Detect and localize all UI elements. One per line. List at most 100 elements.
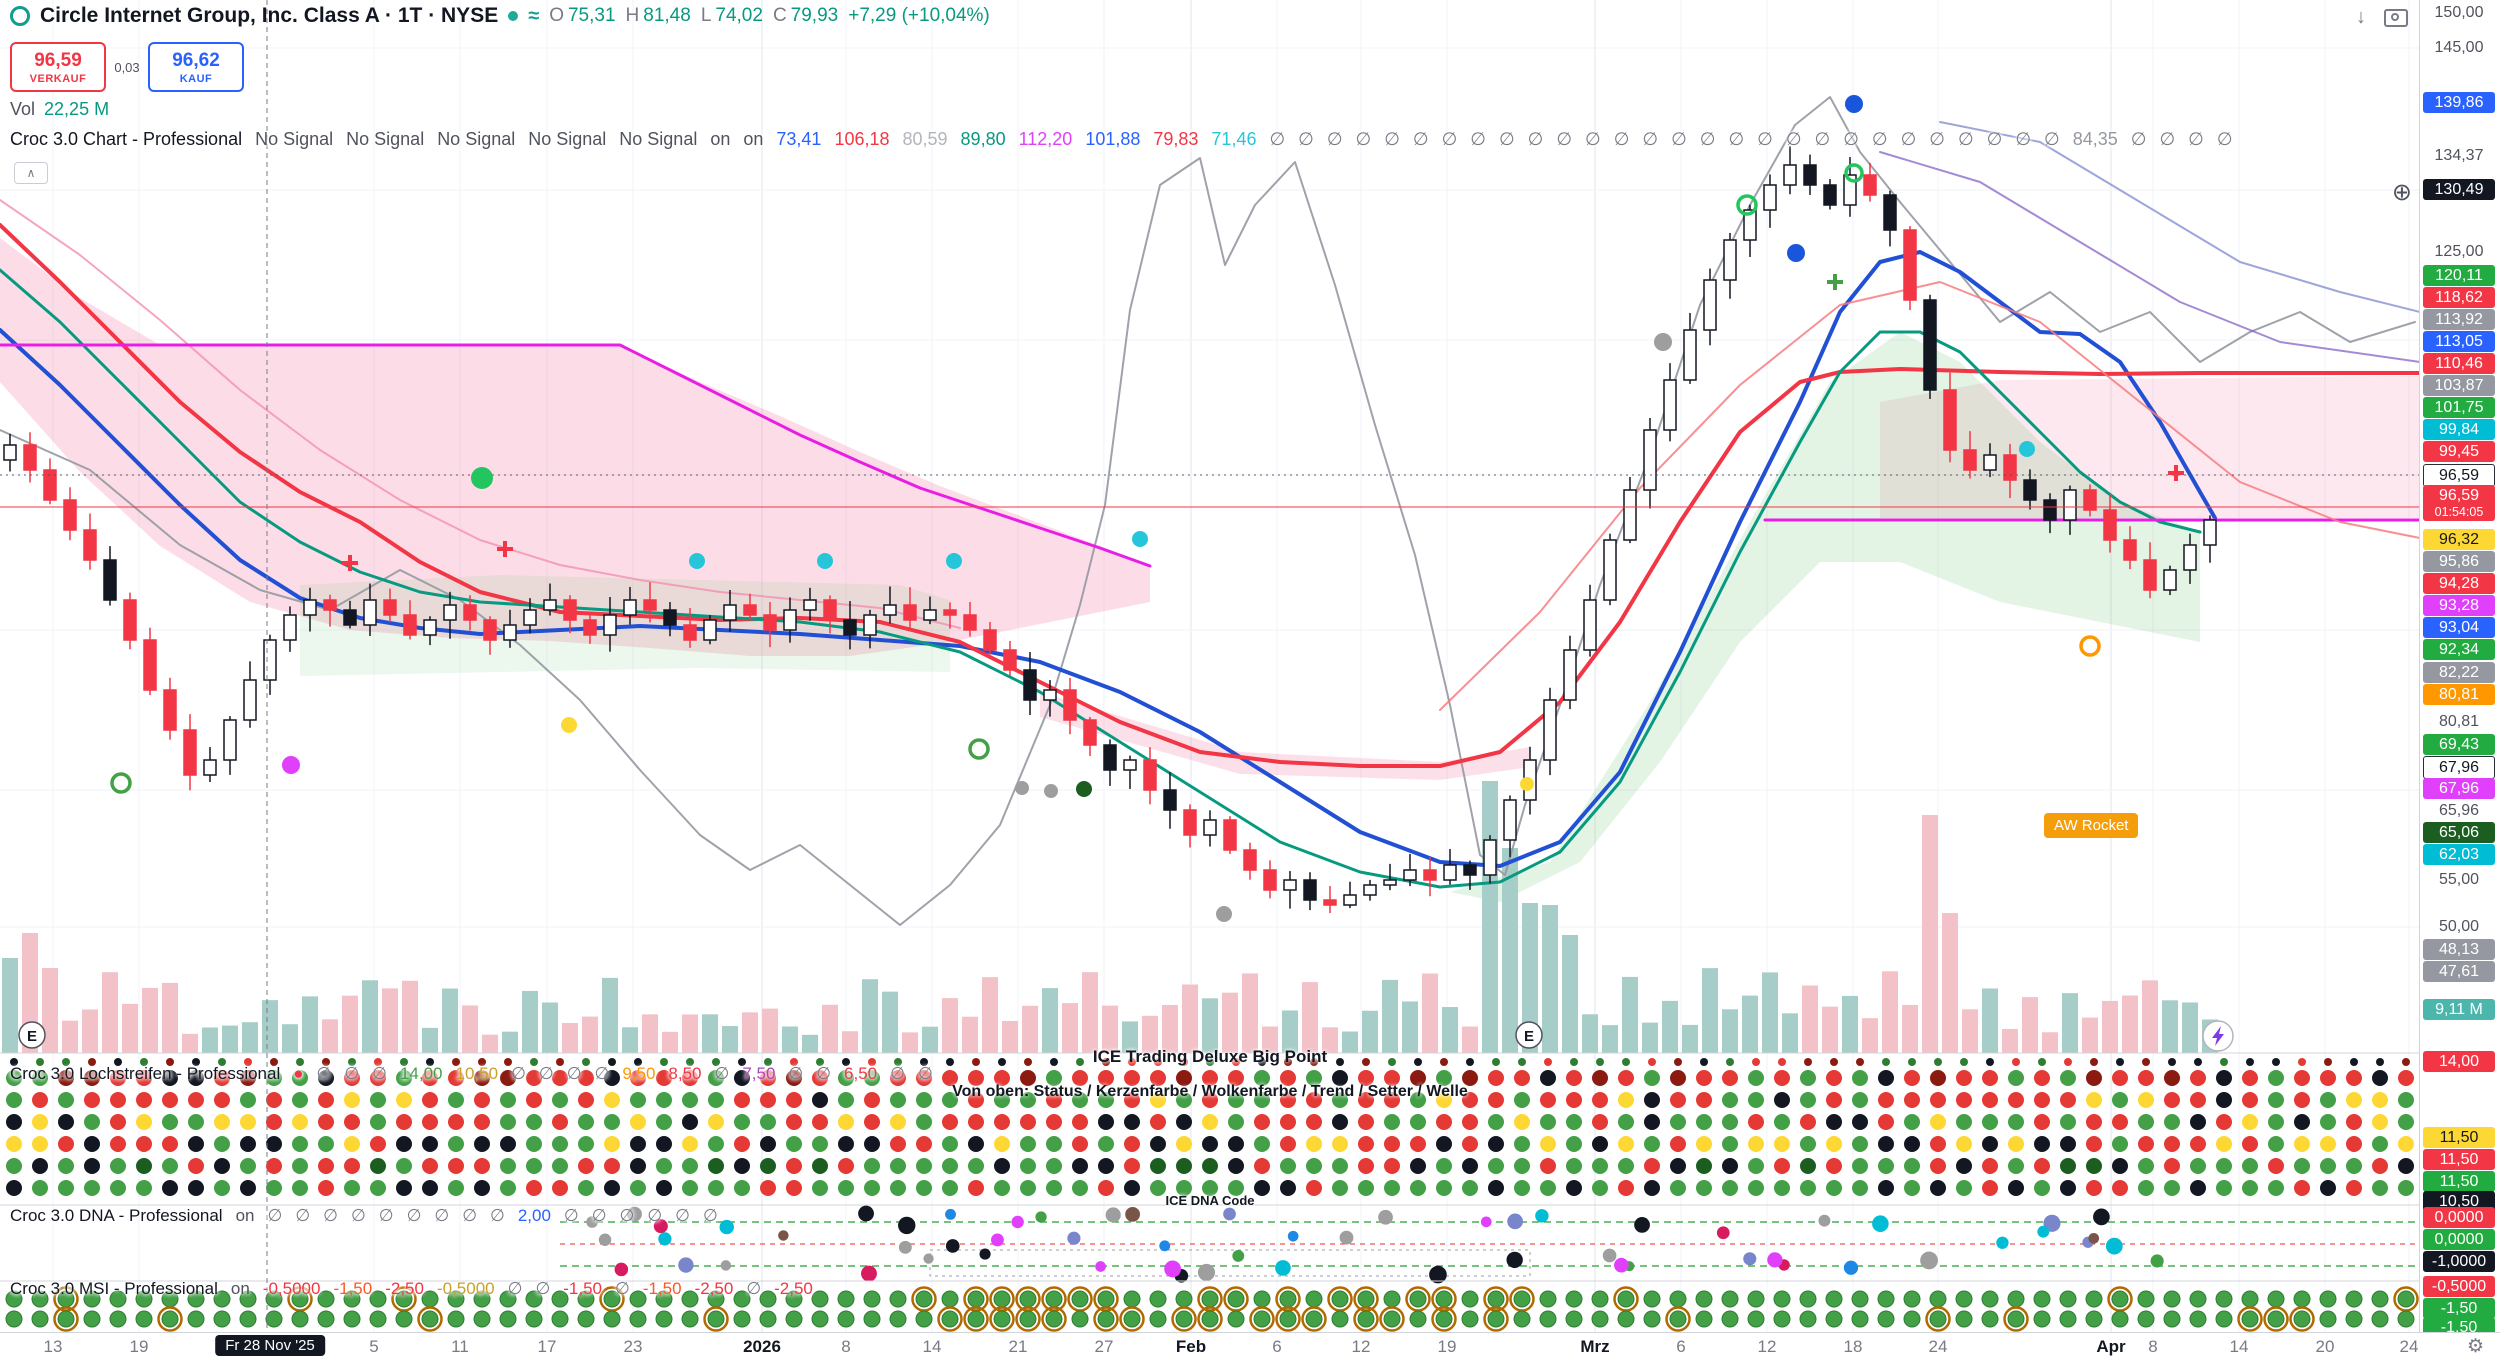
price-label: 82,22 [2423, 662, 2495, 684]
earnings-icon[interactable] [18, 1021, 46, 1049]
settings-gear-icon[interactable]: ⚙ [2466, 1336, 2484, 1357]
price-scale[interactable]: 150,00 145,00 139,86 134,37 130,49 125,00 120,… [2419, 0, 2500, 1339]
time-label: 17 [537, 1337, 557, 1356]
legend-token: ∅ [434, 1206, 450, 1225]
legend-token: ∅ [316, 1064, 332, 1083]
earnings-icon[interactable] [1515, 1021, 1543, 1049]
legend-token: ∅ [2130, 129, 2147, 149]
legend-token: ∅ [507, 1279, 523, 1298]
legend-token: ∅ [2015, 129, 2032, 149]
open-value: 75,31 [567, 5, 616, 26]
indicator-title-dna[interactable]: Croc 3.0 DNA - Professional [10, 1206, 223, 1225]
legend-token: ∅ [2188, 129, 2204, 149]
legend-token: No Signal [619, 129, 698, 149]
buy-button[interactable]: 96,62 KAUF [148, 42, 244, 92]
change-value: +7,29 (+10,04%) [848, 5, 990, 26]
price-label: 0,0000 [2423, 1229, 2495, 1251]
price-label: -1,50 [2423, 1298, 2495, 1320]
legend-token: No Signal [528, 129, 607, 149]
legend-token: ∅ [462, 1206, 478, 1225]
time-label: 24 [2399, 1337, 2419, 1356]
indicator-legend-msi: Croc 3.0 MSI - Professional on -0,5000 -1,… [10, 1279, 813, 1299]
price-label: 80,81 [2438, 713, 2480, 730]
legend-token: 73,41 [776, 129, 822, 149]
legend-token: ∅ [1785, 129, 1802, 149]
thin-pink-right [1439, 281, 2420, 711]
legend-token: 80,59 [902, 129, 948, 149]
scroll-to-recent-icon[interactable]: ↓ [2356, 6, 2366, 28]
sell-button[interactable]: 96,59 VERKAUF [10, 42, 106, 92]
legend-token: ∅ [295, 1206, 311, 1225]
time-label: 2026 [743, 1337, 781, 1356]
legend-token: ∅ [563, 1206, 579, 1225]
time-label: 23 [623, 1337, 643, 1356]
legend-token: 71,46 [1211, 129, 1257, 149]
volume-label: Vol [10, 99, 36, 119]
legend-token: ∅ [1384, 129, 1400, 149]
price-label: 94,28 [2423, 573, 2495, 595]
camera-icon[interactable] [2384, 8, 2408, 27]
time-label: 6 [1676, 1337, 1686, 1356]
market-status-icon [508, 11, 519, 21]
time-label: 18 [1843, 1337, 1863, 1356]
legend-token: 6,50 [844, 1064, 878, 1083]
thin-purple-2 [1939, 121, 2420, 313]
legend-token: ∅ [267, 1206, 283, 1225]
indicator-title-lochstreifen[interactable]: Croc 3.0 Lochstreifen - Professional [10, 1064, 281, 1083]
price-label: 99,45 [2423, 441, 2495, 463]
price-label: 65,06 [2423, 822, 2495, 844]
indicator-title-croc-chart[interactable]: Croc 3.0 Chart - Professional [10, 129, 243, 149]
price-label: 9,11 M [2423, 999, 2495, 1021]
legend-token: ∅ [1298, 129, 1314, 149]
legend-token: ∅ [1412, 129, 1429, 149]
time-axis[interactable]: Fr 28 Nov '25 ⚙ 13 19 5 11 17 23 2026 8 14 21 27 Fe… [0, 1332, 2500, 1360]
ice-panel-title: ICE Trading Deluxe Big Point [1092, 1047, 1328, 1066]
time-label: 20 [2315, 1337, 2335, 1356]
pane-collapse-button[interactable]: ∧ [14, 162, 48, 184]
legend-token: on [710, 129, 731, 149]
time-label: 14 [2229, 1337, 2249, 1356]
approx-icon: ≈ [528, 4, 540, 27]
price-label: 95,86 [2423, 551, 2495, 573]
legend-token: ∅ [2159, 129, 2176, 149]
price-label: 48,13 [2423, 939, 2495, 961]
legend-token: 14,00 [399, 1064, 443, 1083]
buy-label: KAUF [179, 72, 213, 85]
trade-panel: 96,59 VERKAUF 0,03 96,62 KAUF [10, 42, 244, 92]
legend-token: ∅ [1871, 129, 1888, 149]
legend-token: ∅ [378, 1206, 394, 1225]
legend-token: ∅ [615, 1279, 630, 1298]
legend-token: -2,50 [774, 1279, 813, 1298]
price-label: -1,0000 [2423, 1251, 2495, 1273]
legend-token: No Signal [255, 129, 334, 149]
pink-left [0, 238, 1150, 656]
thin-pink-left [0, 199, 961, 629]
price-label: 103,87 [2423, 375, 2495, 397]
ice-dot-matrix [6, 1058, 2414, 1196]
symbol-title[interactable]: Circle Internet Group, Inc. Class A · 1T… [40, 4, 499, 27]
legend-token: ∅ [591, 1206, 607, 1225]
aw-rocket-label: AW Rocket [2044, 813, 2139, 838]
markers-layer [110, 95, 2184, 922]
legend-token: on [743, 129, 764, 149]
price-label: 134,37 [2434, 147, 2484, 164]
high-label: H [625, 5, 640, 26]
time-label: Mrz [1580, 1337, 1610, 1356]
bolt-glyph [2212, 1026, 2224, 1046]
legend-token: 89,80 [960, 129, 1006, 149]
legend-token: ∅ [675, 1206, 690, 1225]
price-label: 99,84 [2423, 419, 2495, 441]
legend-token: ∅ [2216, 129, 2233, 149]
legend-token: 101,88 [1085, 129, 1141, 149]
low-value: 74,02 [715, 5, 763, 26]
legend-token: No Signal [346, 129, 425, 149]
price-label: 96,59 [2423, 464, 2495, 488]
legend-token: 9,50 [622, 1064, 656, 1083]
price-label: 118,62 [2423, 287, 2495, 309]
add-alert-plus-icon[interactable]: ⊕ [2391, 179, 2412, 206]
legend-token: ∅ [1326, 129, 1343, 149]
sell-price: 96,59 [34, 49, 82, 71]
indicator-title-msi[interactable]: Croc 3.0 MSI - Professional [10, 1279, 218, 1298]
